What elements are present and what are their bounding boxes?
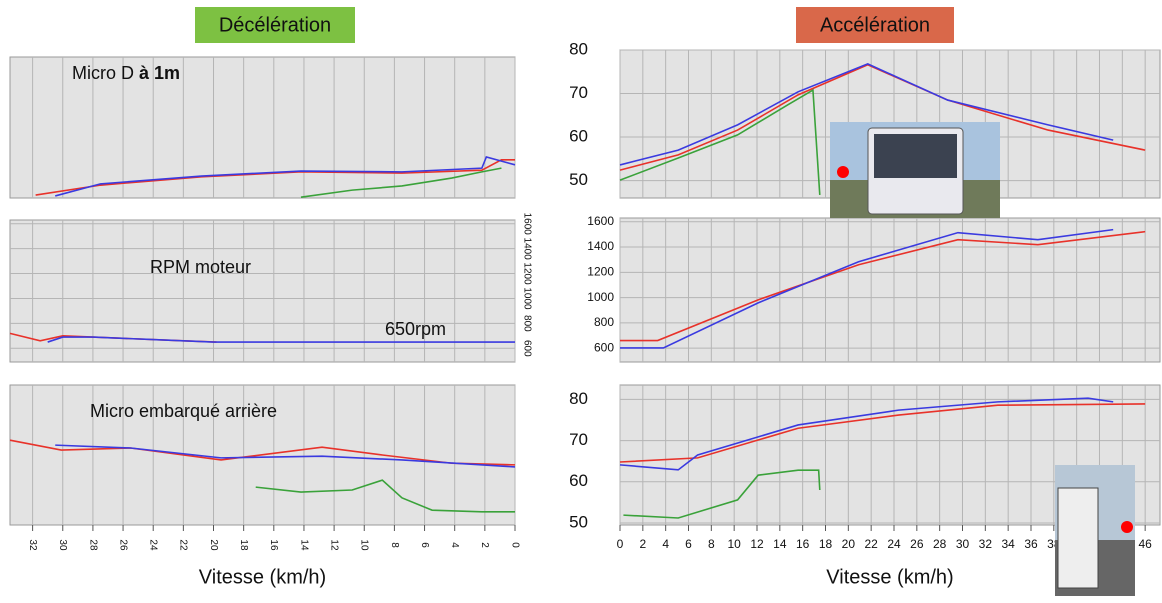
y-tick-label: 60 xyxy=(569,471,588,490)
x-tick-label: 0 xyxy=(617,537,624,551)
x-tick-label: 12 xyxy=(750,537,764,551)
bus-rear xyxy=(1057,487,1099,589)
line-series xyxy=(619,88,821,196)
x-tick-label: 6 xyxy=(685,537,692,551)
x-tick-label: 16 xyxy=(268,539,279,551)
y-tick-label: 80 xyxy=(569,389,588,408)
mic-marker xyxy=(1121,521,1133,533)
x-tick-label: 26 xyxy=(910,537,924,551)
x-tick-label: 4 xyxy=(662,537,669,551)
y-tick-label: 70 xyxy=(569,83,588,102)
y-tick-label: 600 xyxy=(521,340,532,357)
subplot-title: Micro embarqué arrière xyxy=(90,401,277,421)
y-tick-label: 50 xyxy=(569,512,588,531)
x-tick-label: 28 xyxy=(87,539,98,551)
line-series xyxy=(55,444,516,468)
x-tick-label: 30 xyxy=(956,537,970,551)
x-tick-label: 24 xyxy=(887,537,901,551)
x-tick-label: 32 xyxy=(979,537,993,551)
x-tick-label: 10 xyxy=(727,537,741,551)
line-series xyxy=(255,479,515,513)
x-tick-label: 6 xyxy=(419,542,430,548)
x-tick-label: 4 xyxy=(449,542,460,548)
y-tick-label: 800 xyxy=(594,315,614,329)
y-tick-label: 600 xyxy=(594,340,614,354)
x-tick-label: 22 xyxy=(864,537,878,551)
line-series xyxy=(47,336,515,343)
subplot-title: Micro D à 1m xyxy=(72,63,180,83)
subplot-title-bold: à 1m xyxy=(139,63,180,83)
y-tick-label: 1600 xyxy=(521,213,532,236)
line-series xyxy=(619,403,1146,463)
x-tick-label: 18 xyxy=(238,539,249,551)
y-tick-label: 1000 xyxy=(521,287,532,310)
x-tick-label: 46 xyxy=(1138,537,1152,551)
line-series xyxy=(619,63,1114,166)
bus-window xyxy=(874,134,957,178)
x-tick-label: 20 xyxy=(208,539,219,551)
line-series xyxy=(619,397,1114,471)
x-tick-label: 14 xyxy=(298,539,309,551)
y-tick-label: 60 xyxy=(569,127,588,146)
mic-marker xyxy=(837,166,849,178)
x-axis-label: Vitesse (km/h) xyxy=(826,566,953,588)
x-tick-label: 8 xyxy=(389,542,400,548)
y-tick-label: 800 xyxy=(521,315,532,332)
y-tick-label: 70 xyxy=(569,430,588,449)
x-tick-label: 36 xyxy=(1024,537,1038,551)
y-tick-label: 1600 xyxy=(587,214,614,228)
subplot-title: RPM moteur xyxy=(150,257,251,277)
y-tick-label: 1400 xyxy=(587,239,614,253)
panel-title-box xyxy=(796,7,954,43)
x-tick-label: 28 xyxy=(933,537,947,551)
x-tick-label: 20 xyxy=(842,537,856,551)
x-tick-label: 8 xyxy=(708,537,715,551)
line-series xyxy=(619,63,1146,171)
subplot-title-text: Micro embarqué arrière xyxy=(90,401,277,421)
x-tick-label: 2 xyxy=(479,542,490,548)
photo-bus-rear xyxy=(1055,465,1135,596)
subplot-title-text: RPM moteur xyxy=(150,257,251,277)
y-tick-label: 1200 xyxy=(521,262,532,285)
annotation: 650rpm xyxy=(385,319,446,339)
x-tick-label: 24 xyxy=(148,539,159,551)
line-series xyxy=(620,228,1114,349)
x-tick-label: 32 xyxy=(27,539,38,551)
x-tick-label: 2 xyxy=(639,537,646,551)
panel-title: Accélération xyxy=(820,14,930,36)
line-series xyxy=(623,469,821,519)
panel-title-box xyxy=(195,7,355,43)
y-tick-label: 50 xyxy=(569,170,588,189)
x-tick-label: 18 xyxy=(819,537,833,551)
x-axis-label: Vitesse (km/h) xyxy=(199,566,326,588)
panel-title: Décélération xyxy=(219,14,331,36)
subplot-title-text: Micro D xyxy=(72,63,134,83)
y-tick-label: 1000 xyxy=(587,290,614,304)
x-tick-label: 12 xyxy=(328,539,339,551)
x-tick-label: 26 xyxy=(117,539,128,551)
photo-bus-front xyxy=(830,122,1000,218)
x-tick-label: 16 xyxy=(796,537,810,551)
x-tick-label: 30 xyxy=(57,539,68,551)
y-tick-label: 1200 xyxy=(587,264,614,278)
x-tick-label: 34 xyxy=(1001,537,1015,551)
line-series xyxy=(300,167,502,198)
line-series xyxy=(620,230,1146,342)
line-series xyxy=(55,155,516,197)
x-tick-label: 10 xyxy=(359,539,370,551)
x-tick-label: 14 xyxy=(773,537,787,551)
line-series xyxy=(35,159,515,196)
plot-area xyxy=(619,217,1161,363)
x-tick-label: 0 xyxy=(509,542,520,548)
y-tick-label: 80 xyxy=(569,39,588,58)
x-tick-label: 22 xyxy=(178,539,189,551)
plot-area xyxy=(9,219,516,363)
y-tick-label: 1400 xyxy=(521,238,532,261)
